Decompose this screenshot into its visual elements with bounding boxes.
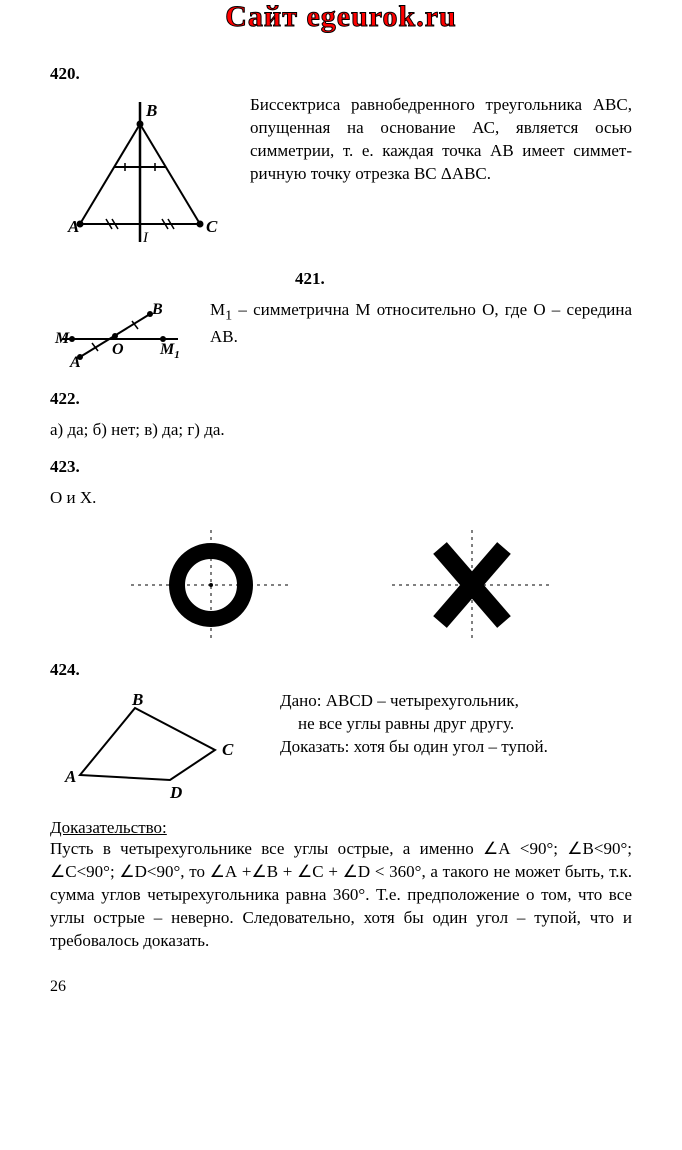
svg-text:M1: M1	[159, 341, 180, 361]
svg-text:B: B	[145, 101, 157, 120]
svg-text:C: C	[206, 217, 218, 236]
svg-text:A: A	[64, 767, 76, 786]
svg-text:M: M	[54, 330, 70, 347]
page-content: 420. A B C I	[0, 39, 682, 1016]
figure-423	[80, 530, 602, 640]
page-number: 26	[50, 978, 632, 996]
problem-422-num: 422.	[50, 389, 632, 409]
problem-421-num: 421.	[295, 269, 632, 289]
figure-421: M A O B M1	[50, 299, 190, 374]
watermark: Сайт egeurok.ru	[0, 0, 682, 34]
problem-422-text: а) да; б) нет; в) да; г) да.	[50, 419, 632, 442]
problem-423-text: О и Х.	[50, 487, 632, 510]
svg-text:A: A	[67, 217, 79, 236]
svg-text:C: C	[222, 740, 234, 759]
problem-420-text: Биссектриса равнобедренного тре­угольник…	[250, 94, 632, 186]
problem-424-proof: Пусть в четырехугольнике все углы острые…	[50, 838, 632, 953]
problem-421-text: M1 – симметрична M относительно O, где O…	[210, 299, 632, 348]
figure-424: A B C D	[50, 690, 260, 810]
svg-text:B: B	[131, 690, 143, 709]
figure-420: A B C I	[50, 94, 230, 254]
problem-424-given: Дано: ABCD – четырехугольник, не все угл…	[280, 690, 548, 759]
problem-423-num: 423.	[50, 457, 632, 477]
svg-text:D: D	[169, 783, 182, 802]
problem-424-num: 424.	[50, 660, 632, 680]
proof-label: Доказательство:	[50, 818, 632, 838]
svg-text:A: A	[69, 354, 81, 369]
svg-text:I: I	[142, 230, 149, 246]
svg-text:O: O	[112, 341, 124, 358]
svg-text:B: B	[151, 301, 163, 318]
problem-420-num: 420.	[50, 64, 632, 84]
